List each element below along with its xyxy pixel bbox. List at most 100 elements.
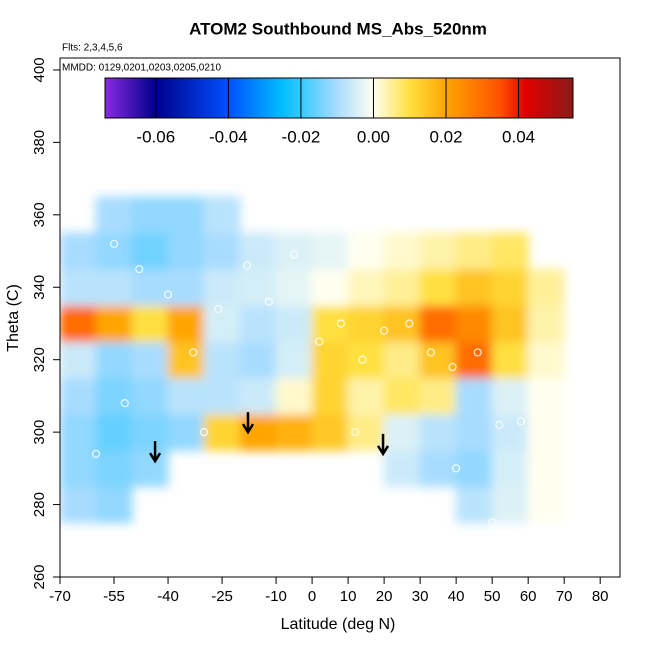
- heat-cell: [95, 485, 133, 524]
- heat-cell: [131, 196, 169, 234]
- heat-cell: [347, 413, 385, 451]
- heat-cell: [383, 377, 421, 415]
- heat-cell: [491, 449, 529, 487]
- heat-cell: [491, 413, 529, 451]
- sample-point: [120, 399, 129, 408]
- heat-cell: [95, 413, 133, 451]
- heat-cell: [419, 341, 457, 379]
- heat-cell: [491, 268, 529, 306]
- heat-cell: [419, 377, 457, 415]
- colorbar-tick-label: -0.06: [136, 127, 175, 146]
- heat-cell: [167, 377, 205, 415]
- heat-cell: [347, 232, 385, 270]
- heat-cell: [383, 413, 421, 451]
- heat-cell: [95, 196, 133, 234]
- colorbar: [104, 77, 574, 119]
- heat-cell: [203, 232, 241, 270]
- heat-cell: [60, 304, 97, 343]
- heat-cell: [131, 413, 169, 451]
- heat-cell: [383, 449, 421, 487]
- arrow: [149, 441, 162, 464]
- heat-cell: [60, 232, 97, 270]
- heat-cell: [311, 341, 349, 379]
- heat-cell: [419, 413, 457, 451]
- heat-cell: [311, 304, 349, 343]
- x-tick-label: 80: [592, 588, 609, 605]
- y-tick-label: 400: [31, 57, 48, 82]
- heat-cell: [167, 304, 205, 343]
- heat-cell: [167, 196, 205, 234]
- heat-cell: [455, 413, 493, 451]
- heat-cell: [131, 341, 169, 379]
- heat-cell: [455, 304, 493, 343]
- x-tick-label: 70: [556, 588, 573, 605]
- heat-cell: [95, 377, 133, 415]
- sample-point: [264, 297, 273, 306]
- chart-title: ATOM2 Southbound MS_Abs_520nm: [189, 19, 487, 38]
- heat-cell: [203, 377, 241, 415]
- heat-cell: [203, 196, 241, 234]
- heat-cell: [167, 268, 205, 306]
- x-tick-label: 60: [520, 588, 537, 605]
- y-axis-label: Theta (C): [5, 284, 22, 352]
- heat-cell: [383, 341, 421, 379]
- x-tick-label: 0: [308, 588, 316, 605]
- sample-point: [516, 417, 526, 426]
- heat-cell: [527, 413, 565, 451]
- heat-cell: [491, 341, 529, 379]
- heat-cell: [311, 413, 349, 451]
- heat-cell: [203, 304, 241, 343]
- heat-cell: [419, 304, 457, 343]
- heat-cell: [383, 304, 421, 343]
- arrow: [376, 433, 390, 457]
- heat-cell: [131, 449, 169, 487]
- sample-point: [358, 355, 367, 364]
- heat-cell: [491, 485, 529, 524]
- sample-point: [214, 304, 223, 314]
- x-tick-label: -25: [211, 588, 233, 605]
- heat-cell: [383, 268, 421, 306]
- heat-cell: [275, 268, 313, 306]
- heat-cell: [491, 232, 529, 270]
- sample-point: [488, 518, 497, 527]
- y-tick-label: 260: [31, 564, 48, 589]
- sample-point: [189, 348, 198, 357]
- x-tick-label: 50: [484, 588, 501, 605]
- sample-point: [426, 348, 436, 357]
- sample-point: [405, 319, 414, 328]
- heat-cell: [60, 377, 97, 415]
- heat-cell: [239, 268, 277, 306]
- sample-point: [91, 449, 101, 458]
- heat-cell: [527, 341, 565, 379]
- plot-frame: [59, 57, 621, 578]
- heat-cell: [383, 232, 421, 270]
- annotation: MMDD: 0129,0201,0203,0205,0210: [62, 63, 221, 74]
- colorbar-tick-label: -0.02: [282, 127, 321, 146]
- heat-cell: [203, 341, 241, 379]
- heat-cell: [167, 232, 205, 270]
- sample-point: [315, 337, 324, 346]
- colorbar-tick-label: 0.02: [429, 127, 462, 146]
- sample-point: [135, 265, 144, 274]
- y-tick-label: 300: [31, 420, 48, 445]
- sample-point: [336, 319, 346, 328]
- heat-cell: [455, 377, 493, 415]
- y-tick-label: 320: [31, 347, 48, 372]
- heat-cell: [311, 268, 349, 306]
- heat-cell: [419, 268, 457, 306]
- sample-point: [199, 428, 209, 437]
- heat-cell: [60, 485, 97, 524]
- y-tick-label: 380: [31, 130, 48, 155]
- heat-cell: [131, 304, 169, 343]
- heat-cell: [311, 377, 349, 415]
- heat-cell: [455, 268, 493, 306]
- colorbar-tick-label: 0.04: [502, 127, 535, 146]
- sample-point: [243, 261, 252, 270]
- heat-cell: [60, 449, 97, 487]
- annotation: Flts: 2,3,4,5,6: [62, 43, 123, 54]
- heat-cell: [491, 377, 529, 415]
- heat-cell: [275, 413, 313, 451]
- heat-cell: [203, 413, 241, 451]
- heatmap: [60, 196, 565, 524]
